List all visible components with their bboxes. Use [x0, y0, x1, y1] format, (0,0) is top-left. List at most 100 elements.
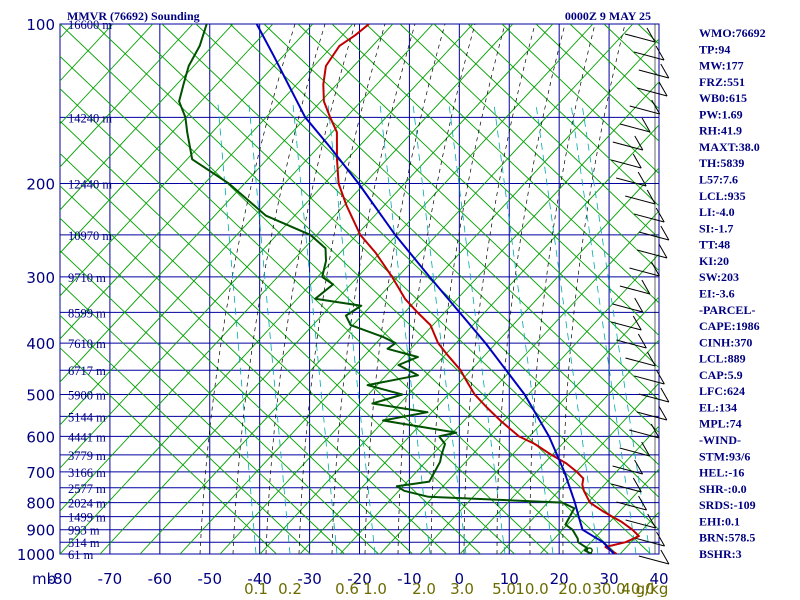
- isotherm-skewed: [60, 250, 379, 554]
- thermo-lines-layer: [60, 24, 659, 554]
- stability-index: BSHR:3: [699, 547, 742, 561]
- stability-index: MPL:74: [699, 417, 742, 431]
- stability-index: LFC:624: [699, 384, 745, 398]
- wind-barb-flag: [655, 207, 665, 223]
- stability-index: STM:93/6: [699, 449, 750, 463]
- stability-index: LCL:935: [699, 189, 746, 203]
- temperature-tick-label: -80: [48, 570, 73, 588]
- wind-barb: [629, 267, 660, 277]
- stability-index: SW:203: [699, 270, 739, 284]
- dry-adiabat: [179, 38, 659, 554]
- stability-index: EL:134: [699, 400, 737, 414]
- wind-barb-flag: [641, 279, 651, 295]
- temperature-tick-label: 0: [455, 570, 465, 588]
- wind-barb-flag: [646, 189, 656, 205]
- stability-index: RH:41.9: [699, 124, 742, 138]
- moist-adiabat: [265, 24, 356, 554]
- temperature-tick-label: -60: [148, 570, 173, 588]
- height-label: 9710 m: [68, 271, 106, 285]
- mixing-ratio-label: 0.1: [244, 580, 268, 598]
- wind-barb: [629, 429, 660, 439]
- isotherm-skewed: [60, 314, 311, 554]
- moist-adiabat: [199, 24, 296, 554]
- dry-adiabat: [299, 167, 659, 554]
- dry-adiabat: [139, 24, 634, 554]
- height-label: 6717 m: [68, 364, 106, 378]
- moist-adiabat: [529, 24, 596, 554]
- isotherm-skewed: [127, 24, 659, 531]
- isotherm-skewed: [60, 55, 583, 554]
- stability-index: SI:-1.7: [699, 221, 733, 235]
- wind-barb-flag: [632, 153, 642, 169]
- wind-barb-flag: [656, 531, 665, 547]
- stability-index: SHR-:0.0: [699, 482, 747, 496]
- parcel-profile: [255, 24, 615, 554]
- wind-barb: [634, 537, 665, 547]
- wind-barb: [619, 123, 651, 133]
- stability-index: SRDS:-109: [699, 498, 756, 512]
- pressure-tick-label: 700: [26, 464, 55, 482]
- dry-adiabat: [419, 296, 659, 554]
- mixing-ratio-label: 3.0: [450, 580, 474, 598]
- wind-barb: [638, 393, 669, 403]
- stability-index: PW:1.69: [699, 107, 743, 121]
- pressure-tick-label: 500: [26, 386, 55, 404]
- pressure-tick-label: 1000: [17, 546, 55, 564]
- stability-index: L57:7.6: [699, 173, 738, 187]
- stability-index: KI:20: [699, 254, 729, 268]
- mixing-ratio-label: 0.2: [278, 580, 302, 598]
- temperature-tick-label: -40: [247, 570, 272, 588]
- isotherm-skewed: [93, 24, 651, 554]
- pressure-tick-label: 800: [26, 495, 55, 513]
- height-label: 61 m: [68, 548, 94, 562]
- moist-adiabat: [397, 24, 476, 554]
- pressure-tick-label: 100: [26, 16, 55, 34]
- mixing-ratio-label: 10.0: [515, 580, 548, 598]
- dry-adiabat: [379, 253, 659, 554]
- wind-barb: [625, 519, 656, 529]
- stability-index: BRN:578.5: [699, 531, 755, 545]
- wind-barb: [616, 501, 647, 511]
- mixing-ratio-label: 20.0: [558, 580, 591, 598]
- wind-barb: [612, 303, 643, 313]
- wind-barb: [624, 33, 656, 43]
- temperature-tick-label: 20: [550, 570, 569, 588]
- wind-barb-flag: [637, 333, 647, 349]
- height-label: 4441 m: [68, 430, 106, 444]
- isotherm-skewed: [60, 282, 345, 554]
- sounding-time: 0000Z 9 MAY 25: [565, 9, 651, 23]
- temperature-tick-label: 10: [500, 570, 519, 588]
- wind-barb-flag: [655, 369, 665, 385]
- stability-index: WB0:615: [699, 91, 747, 105]
- isotherm-skewed: [535, 24, 659, 142]
- pressure-tick-label: 200: [26, 176, 55, 194]
- height-label: 14240 m: [68, 111, 112, 125]
- dry-adiabat: [499, 382, 659, 554]
- stability-index: TT:48: [699, 238, 730, 252]
- wind-barb: [625, 357, 656, 367]
- moist-adiabat: [331, 24, 416, 554]
- mixing-ratio-line: [493, 103, 554, 554]
- mixing-ratio-line: [448, 103, 506, 554]
- stability-index: TP:94: [699, 42, 730, 56]
- stability-index: HEL:-16: [699, 466, 744, 480]
- pressure-tick-label: 300: [26, 269, 55, 287]
- height-label: 16600 m: [68, 18, 112, 32]
- dry-adiabat: [60, 24, 394, 383]
- height-label: 7610 m: [68, 337, 106, 351]
- isotherm-skewed: [399, 24, 659, 272]
- stability-index: MAXT:38.0: [699, 140, 760, 154]
- stability-indices-panel: WMO:76692 TP:94 MW:177 FRZ:551 WB0:615 PW:1.6…: [699, 26, 766, 561]
- wind-barb: [619, 285, 650, 295]
- stability-index: MW:177: [699, 59, 744, 73]
- isotherm-skewed: [195, 24, 659, 466]
- temperature-tick-label: -50: [198, 570, 223, 588]
- wind-barb-flag: [658, 405, 668, 421]
- chart-title: MMVR (76692) Sounding: [67, 9, 200, 23]
- mixing-ratio-label: 1.0: [363, 580, 387, 598]
- mixing-ratio-label: 30.0: [592, 580, 625, 598]
- isotherm-skewed: [60, 120, 515, 554]
- wind-barb-flag: [651, 99, 661, 115]
- isotherm-skewed: [60, 217, 413, 554]
